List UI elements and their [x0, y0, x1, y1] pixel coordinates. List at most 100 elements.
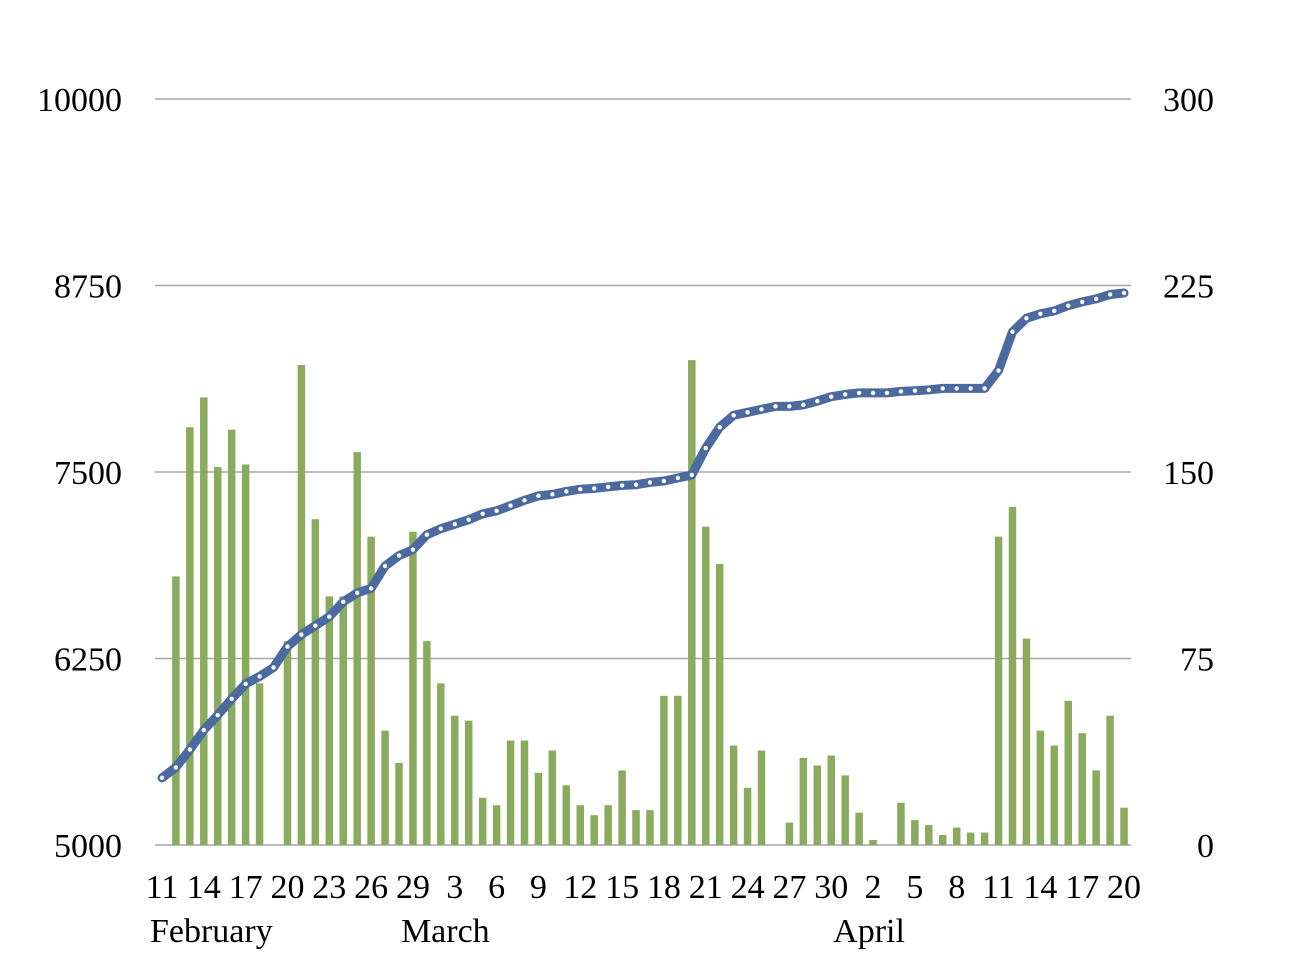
right-tick-label: 150: [1163, 455, 1214, 492]
bar: [604, 805, 612, 845]
bar: [464, 720, 473, 845]
line-point: [982, 386, 987, 391]
bar: [1022, 638, 1031, 845]
bar: [701, 526, 710, 845]
line-point: [954, 386, 959, 391]
line-point: [201, 727, 206, 733]
line-point: [1080, 299, 1085, 305]
line-point: [494, 508, 499, 513]
line-point: [842, 392, 848, 397]
bar: [478, 797, 487, 845]
month-label: February: [150, 913, 273, 950]
bar: [590, 815, 598, 845]
month-axis: February March April: [150, 913, 905, 950]
line-point: [285, 644, 290, 649]
bar: [799, 757, 808, 845]
x-tick-label: 21: [689, 869, 723, 906]
bar: [1036, 730, 1045, 845]
line-point: [354, 590, 360, 596]
line-point: [564, 489, 569, 494]
line-point: [773, 404, 778, 409]
bar: [1120, 807, 1128, 845]
line-point: [926, 387, 932, 393]
x-tick-label: 15: [605, 869, 639, 906]
bar: [492, 805, 501, 845]
bar: [646, 810, 654, 845]
bar: [172, 576, 180, 845]
bar: [1008, 506, 1017, 845]
bar: [632, 810, 640, 845]
line-point: [396, 553, 402, 558]
line-point: [745, 410, 750, 415]
x-tick-label: 3: [446, 869, 463, 906]
line-point: [1107, 292, 1113, 297]
line-point: [271, 665, 276, 670]
bar: [952, 827, 961, 845]
line-point: [870, 390, 876, 396]
line-point: [829, 394, 834, 399]
line-point: [731, 413, 736, 418]
right-tick-label: 225: [1163, 269, 1214, 306]
line-point: [1010, 329, 1015, 334]
x-tick-label: 20: [270, 869, 304, 906]
x-tick-label: 17: [1065, 869, 1099, 906]
line-point: [341, 599, 346, 605]
bar: [395, 762, 403, 845]
line-point: [1093, 296, 1099, 302]
bar: [576, 805, 585, 845]
line-point: [522, 498, 527, 503]
bar: [423, 641, 431, 845]
x-tick-label: 14: [1023, 869, 1057, 906]
line-point: [382, 563, 388, 569]
x-tick-label: 17: [229, 869, 263, 906]
bar: [939, 835, 947, 845]
line-point: [578, 486, 583, 492]
bar: [925, 825, 933, 845]
bar: [311, 519, 320, 845]
right-tick-label: 0: [1197, 828, 1214, 865]
bar: [353, 452, 361, 845]
bar: [325, 596, 334, 845]
line-point: [996, 368, 1001, 373]
left-axis: 5000 6250 7500 8750 10000: [37, 82, 122, 865]
line-point: [159, 775, 165, 781]
bar: [980, 832, 989, 845]
x-tick-label: 30: [814, 869, 848, 906]
line-point: [801, 402, 806, 408]
line-point: [884, 390, 890, 396]
bar: [186, 427, 194, 845]
line-point: [815, 398, 820, 404]
line-point: [968, 386, 973, 391]
bar: [227, 429, 236, 845]
line-point: [912, 388, 918, 393]
line-point: [257, 674, 262, 679]
line-point: [536, 493, 541, 499]
line-point: [787, 404, 792, 409]
bar: [674, 695, 682, 845]
bar: [841, 775, 849, 845]
line-series: [157, 288, 1129, 783]
right-tick-label: 75: [1180, 642, 1214, 679]
line-point: [424, 532, 430, 537]
line-point: [438, 526, 444, 531]
bar: [255, 683, 264, 845]
bar: [1092, 770, 1100, 845]
bar: [660, 695, 668, 845]
x-tick-label: 9: [530, 869, 547, 906]
line-point: [299, 632, 304, 637]
line-point: [550, 492, 555, 497]
month-label: April: [833, 913, 905, 950]
line-point: [661, 478, 667, 484]
line-point: [689, 472, 694, 478]
bar: [520, 740, 529, 845]
line-point: [187, 747, 193, 752]
left-tick-label: 6250: [54, 642, 122, 679]
bar: [213, 467, 222, 845]
bar: [548, 750, 557, 845]
line-series-path: [157, 288, 1129, 783]
line-point: [480, 511, 485, 516]
bar: [757, 750, 766, 845]
x-tick-label: 29: [396, 869, 430, 906]
bar: [297, 365, 306, 845]
